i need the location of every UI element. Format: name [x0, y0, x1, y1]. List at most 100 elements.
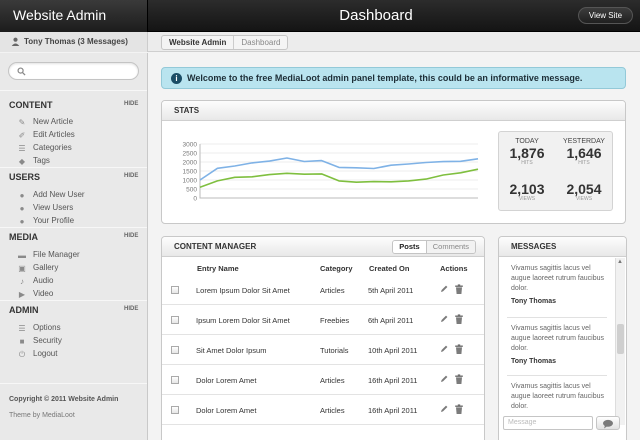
sidebar-item-label: Audio	[33, 276, 54, 285]
sidebar-item-view-users[interactable]: ● View Users	[18, 203, 74, 213]
hide-users-link[interactable]: HIDE	[124, 173, 139, 179]
category-cell: Tutorials	[320, 346, 349, 355]
list-icon: ☰	[18, 144, 26, 153]
hide-admin-link[interactable]: HIDE	[124, 306, 139, 312]
edit-icon[interactable]	[439, 344, 449, 354]
view-site-button[interactable]: View Site	[578, 7, 633, 24]
table-row: Lorem Ipsum Dolor Sit Amet Articles 5th Ap…	[162, 275, 484, 305]
column-header-entry-name[interactable]: Entry Name	[197, 264, 239, 273]
search-icon	[17, 67, 26, 76]
edit-icon[interactable]	[439, 404, 449, 414]
hits-label: HITS	[578, 160, 590, 166]
secondary-bar: Tony Thomas (3 Messages) Website Admin D…	[0, 32, 640, 52]
section-title-admin: ADMIN	[9, 305, 39, 315]
folder-icon: ▬	[18, 251, 26, 260]
row-checkbox[interactable]	[171, 286, 179, 294]
sidebar-item-logout[interactable]: ⏻ Logout	[18, 349, 58, 359]
breadcrumb-item[interactable]: Website Admin	[162, 36, 235, 49]
column-header-category[interactable]: Category	[320, 264, 353, 273]
trash-icon[interactable]	[454, 344, 464, 355]
sidebar-item-your-profile[interactable]: ● Your Profile	[18, 216, 74, 226]
sidebar-item-audio[interactable]: ♪ Audio	[18, 276, 53, 286]
hits-label: HITS	[521, 160, 533, 166]
options-icon: ☰	[18, 324, 26, 333]
stat-today-views: 2,103 VIEWS	[499, 181, 555, 202]
entry-name-cell[interactable]: Ipsum Lorem Dolor Sit Amet	[196, 316, 290, 325]
trash-icon[interactable]	[454, 314, 464, 325]
alert-message: Welcome to the free MediaLoot admin pane…	[187, 73, 583, 83]
column-header-created-on[interactable]: Created On	[369, 264, 410, 273]
row-checkbox[interactable]	[171, 376, 179, 384]
site-title[interactable]: Website Admin	[0, 0, 148, 32]
edit-icon[interactable]	[439, 314, 449, 324]
row-checkbox[interactable]	[171, 346, 179, 354]
sidebar-item-label: Security	[33, 336, 62, 345]
yesterday-views: 2,054	[566, 181, 602, 197]
user-info[interactable]: Tony Thomas (3 Messages)	[0, 32, 148, 52]
edit-icon[interactable]	[439, 374, 449, 384]
content-manager-panel: CONTENT MANAGER Posts Comments Entry Nam…	[161, 236, 485, 440]
created-on-cell: 5th April 2011	[368, 286, 414, 295]
sidebar-item-new-article[interactable]: ✎ New Article	[18, 117, 73, 127]
send-message-button[interactable]	[596, 416, 620, 430]
y-tick-label: 0	[193, 196, 197, 203]
theme-credit: Theme by MediaLoot	[9, 412, 75, 419]
messages-title: MESSAGES	[499, 237, 626, 257]
audio-icon: ♪	[20, 277, 24, 286]
table-row: Dolor Lorem Amet Articles 16th April 2011	[162, 395, 484, 425]
tab-comments[interactable]: Comments	[426, 241, 475, 253]
entry-name-cell[interactable]: Dolor Lorem Amet	[196, 406, 257, 415]
section-title-users: USERS	[9, 172, 41, 182]
message-input[interactable]: Message	[503, 416, 593, 430]
hide-content-link[interactable]: HIDE	[124, 101, 139, 107]
trash-icon[interactable]	[454, 284, 464, 295]
section-title-content: CONTENT	[9, 100, 53, 110]
trash-icon[interactable]	[454, 404, 464, 415]
entry-name-cell[interactable]: Dolor Lorem Amet	[196, 376, 257, 385]
scroll-up-icon[interactable]: ▲	[617, 259, 623, 265]
page-title: Dashboard	[339, 7, 413, 24]
profile-icon: ●	[19, 217, 25, 226]
message-text: Vivamus sagittis lacus vel augue laoreet…	[511, 383, 604, 410]
sidebar-item-categories[interactable]: ☰ Categories	[18, 143, 71, 153]
entry-name-cell[interactable]: Lorem Ipsum Dolor Sit Amet	[196, 286, 290, 295]
divider	[0, 167, 147, 168]
sidebar-item-edit-articles[interactable]: ✐ Edit Articles	[18, 130, 75, 140]
trash-icon[interactable]	[454, 374, 464, 385]
divider	[0, 227, 147, 228]
y-tick-label: 2500	[183, 151, 198, 158]
user-label: Tony Thomas (3 Messages)	[24, 37, 128, 46]
tab-posts[interactable]: Posts	[393, 241, 427, 253]
sidebar-item-file-manager[interactable]: ▬ File Manager	[18, 250, 80, 260]
video-icon: ▶	[18, 290, 26, 299]
sidebar-item-options[interactable]: ☰ Options	[18, 323, 60, 333]
messages-panel: MESSAGES Vivamus sagittis lacus vel augu…	[498, 236, 627, 440]
sidebar-item-tags[interactable]: ◆ Tags	[18, 156, 50, 166]
stats-panel: STATS 3000 2500 2000 1500 1000 500 0 TODAY 1,8…	[161, 100, 626, 224]
search-input[interactable]	[8, 62, 139, 80]
hide-media-link[interactable]: HIDE	[124, 233, 139, 239]
views-label: VIEWS	[575, 196, 593, 202]
sidebar-item-add-new-user[interactable]: ● Add New User	[18, 190, 85, 200]
scrollbar-thumb[interactable]	[617, 324, 624, 354]
edit-icon[interactable]	[439, 284, 449, 294]
sidebar-item-video[interactable]: ▶ Video	[18, 289, 53, 299]
breadcrumb-item-current: Dashboard	[241, 38, 281, 47]
stat-today: TODAY 1,876 HITS	[499, 138, 555, 166]
messages-scrollbar[interactable]: ▲	[615, 258, 625, 425]
row-checkbox[interactable]	[171, 406, 179, 414]
sidebar-item-gallery[interactable]: ▣ Gallery	[18, 263, 58, 273]
divider	[0, 383, 147, 384]
stats-title: STATS	[162, 101, 625, 121]
stat-yesterday: YESTERDAY 1,646 HITS	[556, 138, 612, 166]
sidebar-item-security[interactable]: ■ Security	[18, 336, 62, 346]
row-checkbox[interactable]	[171, 316, 179, 324]
breadcrumb: Website Admin Dashboard	[161, 35, 289, 50]
y-tick-label: 500	[186, 187, 197, 194]
entry-name-cell[interactable]: Sit Amet Dolor Ipsum	[196, 346, 267, 355]
today-label: TODAY	[515, 138, 539, 145]
table-row: Ipsum Lorem Dolor Sit Amet Freebies 6th Ap…	[162, 305, 484, 335]
users-icon: ●	[19, 204, 25, 213]
message-author: Tony Thomas	[511, 298, 556, 305]
add-user-icon: ●	[19, 191, 25, 200]
